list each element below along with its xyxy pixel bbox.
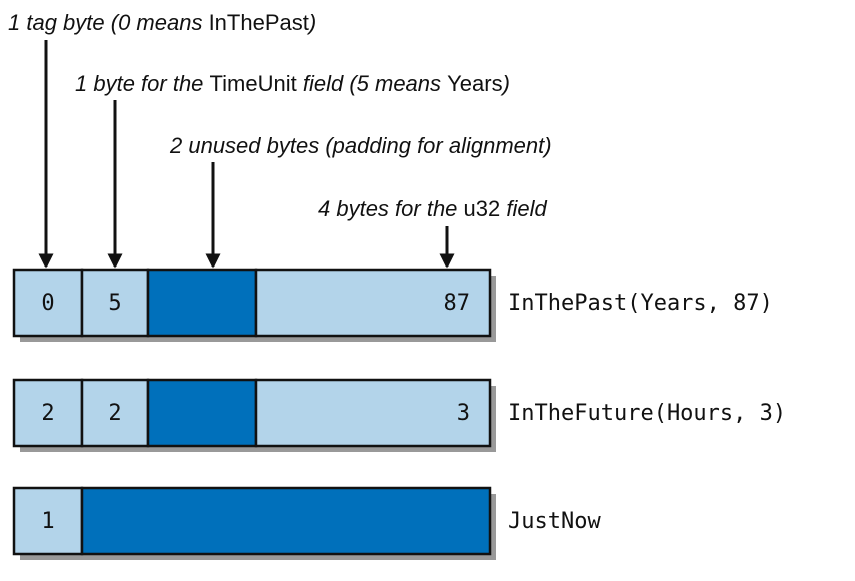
row: 0 5 87 InThePast(Years, 87) — [12, 268, 773, 342]
annotation: 4 bytes for the u32 field — [318, 196, 547, 221]
annotation: 1 byte for the TimeUnit field (5 means Y… — [75, 71, 510, 96]
cell — [146, 378, 258, 448]
cell — [80, 378, 150, 448]
cell-value: 2 — [41, 401, 54, 426]
cell — [12, 486, 84, 556]
cell — [254, 268, 492, 338]
cell-value: 0 — [41, 291, 54, 316]
row-label: InThePast(Years, 87) — [508, 291, 773, 316]
cell — [12, 268, 84, 338]
cell — [146, 268, 258, 338]
cell-value: 1 — [41, 509, 54, 534]
row: 2 2 3 InTheFuture(Hours, 3) — [12, 378, 786, 452]
cell — [254, 378, 492, 448]
cell-value: 2 — [108, 401, 121, 426]
annotation: 1 tag byte (0 means InThePast) — [8, 10, 316, 35]
cell — [12, 378, 84, 448]
row-label: InTheFuture(Hours, 3) — [508, 401, 786, 426]
annotation: 2 unused bytes (padding for alignment) — [169, 133, 552, 158]
row-label: JustNow — [508, 509, 601, 534]
cell-value: 87 — [444, 291, 471, 316]
cell-value: 3 — [457, 401, 470, 426]
cell — [80, 486, 492, 556]
row: 1 JustNow — [12, 486, 601, 560]
cell — [80, 268, 150, 338]
cell-value: 5 — [108, 291, 121, 316]
